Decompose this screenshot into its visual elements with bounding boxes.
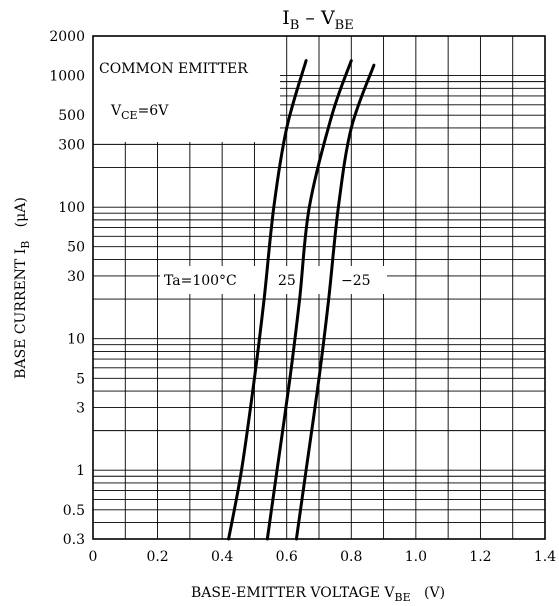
- y-tick-label: 1: [76, 463, 85, 479]
- curve-label-25c: 25: [278, 273, 296, 289]
- curve-series-1: [265, 59, 353, 541]
- curve-label-minus25c: −25: [341, 273, 371, 289]
- y-tick-label: 0.5: [63, 503, 85, 519]
- curves: [227, 59, 376, 541]
- y-tick-label: 30: [67, 269, 85, 285]
- y-tick-label: 10: [67, 332, 85, 348]
- y-tick-label: 5: [76, 371, 85, 387]
- curve-series-0: [227, 59, 308, 541]
- x-tick-label: 1.2: [469, 549, 491, 565]
- y-tick-label: 300: [58, 137, 85, 153]
- plot-frame: [92, 35, 546, 540]
- x-axis-label: BASE-EMITTER VOLTAGE VBE (V): [191, 585, 445, 604]
- legend-box: [93, 36, 280, 142]
- horizontal-gridlines: [93, 75, 545, 540]
- y-tick-label: 0.3: [63, 532, 85, 548]
- y-tick-label: 3: [76, 400, 85, 416]
- x-tick-label: 0.2: [146, 549, 168, 565]
- y-tick-label: 2000: [49, 29, 85, 45]
- x-tick-label: 0.8: [340, 549, 362, 565]
- legend-line-2: VCE=6V: [110, 103, 169, 122]
- chart-title: IB – VBE: [282, 7, 353, 33]
- y-tick-label: 50: [67, 240, 85, 256]
- legend-line-1: COMMON EMITTER: [99, 61, 248, 77]
- curve-label-100c: Ta=100°C: [164, 273, 237, 289]
- y-tick-label: 500: [58, 108, 85, 124]
- x-tick-label: 1.0: [405, 549, 427, 565]
- y-tick-label: 100: [58, 200, 85, 216]
- x-tick-labels: 0 0.2 0.4 0.6 0.8 1.0 1.2 1.4: [89, 549, 557, 565]
- y-tick-label: 1000: [49, 69, 85, 85]
- curve-series-2: [294, 63, 376, 541]
- x-tick-label: 0.4: [211, 549, 233, 565]
- x-tick-label: 1.4: [534, 549, 556, 565]
- y-axis-label: BASE CURRENT IB (μA): [13, 197, 32, 379]
- y-tick-labels: 0.3 0.5 1 3 5 10 30 50 100 300 500 1000 2000: [49, 29, 85, 548]
- x-tick-label: 0.6: [276, 549, 298, 565]
- x-tick-label: 0: [89, 549, 98, 565]
- curve-label-background: [160, 266, 387, 294]
